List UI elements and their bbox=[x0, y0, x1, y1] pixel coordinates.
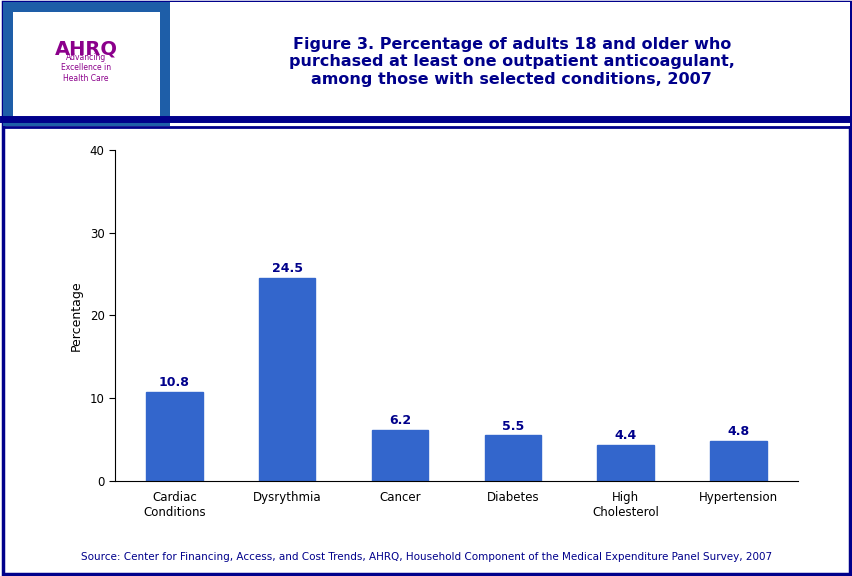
Bar bbox=[596, 445, 653, 481]
Text: 4.8: 4.8 bbox=[727, 425, 749, 438]
Text: Figure 3. Percentage of adults 18 and older who
purchased at least one outpatien: Figure 3. Percentage of adults 18 and ol… bbox=[289, 37, 734, 86]
Text: 4.4: 4.4 bbox=[613, 429, 636, 442]
Bar bbox=[710, 441, 766, 481]
Text: 5.5: 5.5 bbox=[501, 419, 523, 433]
Text: 24.5: 24.5 bbox=[271, 262, 302, 275]
Bar bbox=[146, 392, 202, 481]
Text: Advancing
Excellence in
Health Care: Advancing Excellence in Health Care bbox=[61, 53, 111, 83]
Y-axis label: Percentage: Percentage bbox=[70, 280, 83, 351]
Bar bbox=[484, 435, 540, 481]
Text: AHRQ: AHRQ bbox=[55, 40, 118, 58]
Bar bbox=[259, 278, 315, 481]
Text: 10.8: 10.8 bbox=[158, 376, 190, 389]
Bar bbox=[371, 430, 428, 481]
Text: Source: Center for Financing, Access, and Cost Trends, AHRQ, Household Component: Source: Center for Financing, Access, an… bbox=[81, 552, 771, 562]
Text: 6.2: 6.2 bbox=[389, 414, 411, 427]
